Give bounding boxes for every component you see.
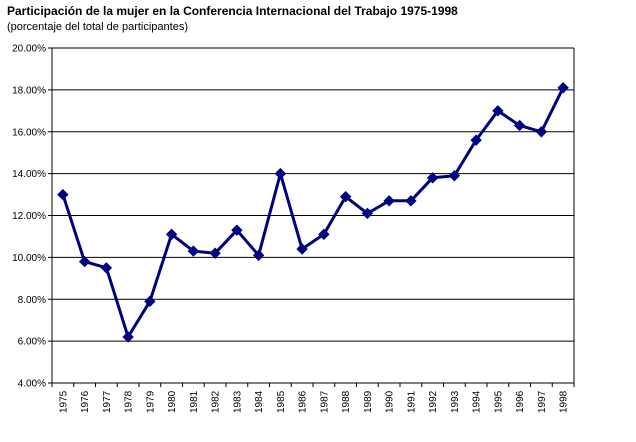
x-tick-label: 1978: [124, 390, 135, 413]
data-point-marker: [78, 255, 91, 268]
data-point-marker: [144, 295, 156, 308]
data-point-marker: [296, 243, 308, 255]
x-tick-label: 1986: [298, 390, 309, 413]
x-tick-label: 1994: [472, 390, 483, 413]
y-tick-label: 4.00%: [18, 379, 46, 390]
x-tick-label: 1998: [559, 390, 570, 413]
data-point-marker: [252, 249, 265, 261]
gridlines: [52, 47, 574, 342]
data-point-marker: [361, 207, 374, 220]
y-tick-label: 8.00%: [18, 295, 46, 306]
x-tick-label: 1979: [145, 390, 156, 413]
data-point-marker: [318, 228, 330, 241]
data-point-marker: [557, 82, 569, 94]
data-point-marker: [426, 172, 439, 184]
x-tick-label: 1989: [363, 390, 374, 413]
data-point-marker: [383, 195, 395, 207]
x-tick-label: 1982: [211, 390, 222, 413]
y-tick-label: 20.00%: [12, 44, 46, 55]
x-tick-label: 1993: [450, 390, 461, 413]
data-point-marker: [513, 119, 526, 132]
x-tick-label: 1990: [385, 390, 396, 413]
x-tick-label: 1983: [232, 390, 243, 413]
data-point-marker: [535, 126, 548, 138]
data-point-marker: [492, 105, 504, 117]
axes: [48, 47, 575, 387]
x-tick-label: 1977: [102, 390, 113, 413]
x-tick-labels: 1975 1976 1977 1978 1979 1980 1981 1982 1983 1984…: [58, 390, 569, 413]
x-tick-label: 1992: [428, 390, 439, 413]
data-point-marker: [274, 167, 287, 180]
y-tick-label: 16.00%: [12, 127, 46, 138]
x-tick-label: 1988: [341, 390, 352, 413]
x-tick-label: 1981: [189, 390, 200, 413]
data-point-marker: [405, 195, 417, 207]
y-tick-label: 14.00%: [12, 169, 46, 180]
chart-subtitle: (porcentaje del total de participantes): [7, 21, 188, 33]
x-tick-label: 1984: [254, 390, 265, 413]
y-tick-labels: 4.00% 6.00% 8.00% 10.00% 12.00% 14.00% 16.00% 1…: [12, 44, 46, 390]
data-point-marker: [339, 190, 352, 203]
x-tick-label: 1991: [406, 390, 417, 413]
data-point-marker: [470, 134, 482, 146]
y-tick-label: 18.00%: [12, 85, 46, 96]
y-tick-label: 10.00%: [12, 253, 46, 264]
data-point-marker: [57, 188, 69, 201]
x-tick-label: 1987: [319, 390, 330, 413]
x-tick-label: 1980: [167, 390, 178, 413]
data-point-marker: [100, 262, 113, 274]
data-point-marker: [231, 224, 243, 236]
x-tick-label: 1995: [493, 390, 504, 413]
x-tick-label: 1975: [58, 390, 69, 413]
data-point-marker: [187, 245, 200, 257]
x-tick-label: 1996: [515, 390, 526, 413]
x-tick-label: 1976: [80, 390, 91, 413]
data-point-marker: [209, 247, 221, 259]
y-tick-label: 12.00%: [12, 211, 46, 222]
y-tick-label: 6.00%: [18, 337, 46, 348]
chart-title: Participación de la mujer en la Conferen…: [7, 4, 458, 18]
x-tick-label: 1985: [276, 390, 287, 413]
series: [57, 82, 569, 343]
x-tick-label: 1997: [537, 390, 548, 413]
data-point-marker: [122, 331, 134, 343]
data-point-marker: [448, 170, 461, 182]
data-point-marker: [165, 228, 178, 241]
series-line: [61, 87, 565, 339]
